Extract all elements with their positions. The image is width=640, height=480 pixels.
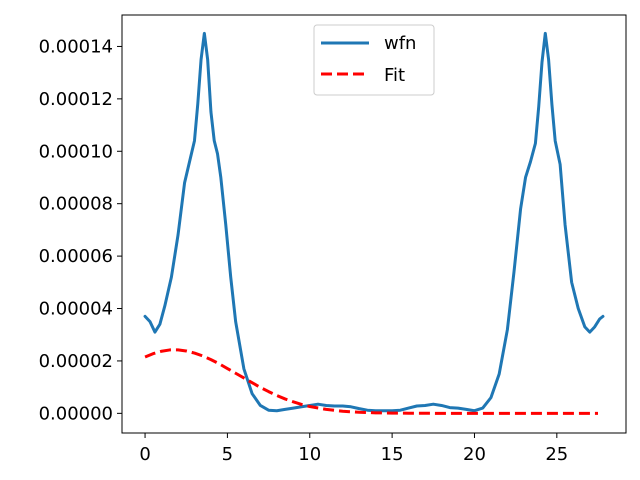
y-tick-label: 0.00002: [39, 351, 113, 372]
y-tick-label: 0.00014: [39, 36, 113, 57]
x-tick-label: 10: [298, 444, 321, 465]
y-tick-label: 0.00010: [39, 141, 113, 162]
x-tick-label: 15: [381, 444, 404, 465]
y-axis: 0.00000 0.00002 0.00004 0.00006 0.00008 0.000…: [39, 36, 122, 424]
legend-label-fit: Fit: [384, 65, 405, 86]
plot-frame: [121, 14, 627, 434]
y-tick-label: 0.00008: [39, 194, 113, 215]
legend: wfn Fit: [313, 24, 435, 96]
x-tick-label: 0: [139, 444, 150, 465]
y-tick-label: 0.00012: [39, 89, 113, 110]
x-axis: 0 5 10 15 20 25: [139, 433, 568, 465]
x-tick-label: 20: [463, 444, 486, 465]
series-layer: [143, 31, 605, 415]
y-tick-label: 0.00006: [39, 246, 113, 267]
y-tick-label: 0.00000: [39, 403, 113, 424]
series-line-wfn: [143, 31, 605, 413]
series-line-fit: [144, 348, 598, 415]
x-tick-label: 25: [545, 444, 568, 465]
x-tick-label: 5: [222, 444, 233, 465]
plot-area: [121, 14, 627, 434]
legend-label-wfn: wfn: [384, 33, 416, 54]
y-tick-label: 0.00004: [39, 299, 113, 320]
